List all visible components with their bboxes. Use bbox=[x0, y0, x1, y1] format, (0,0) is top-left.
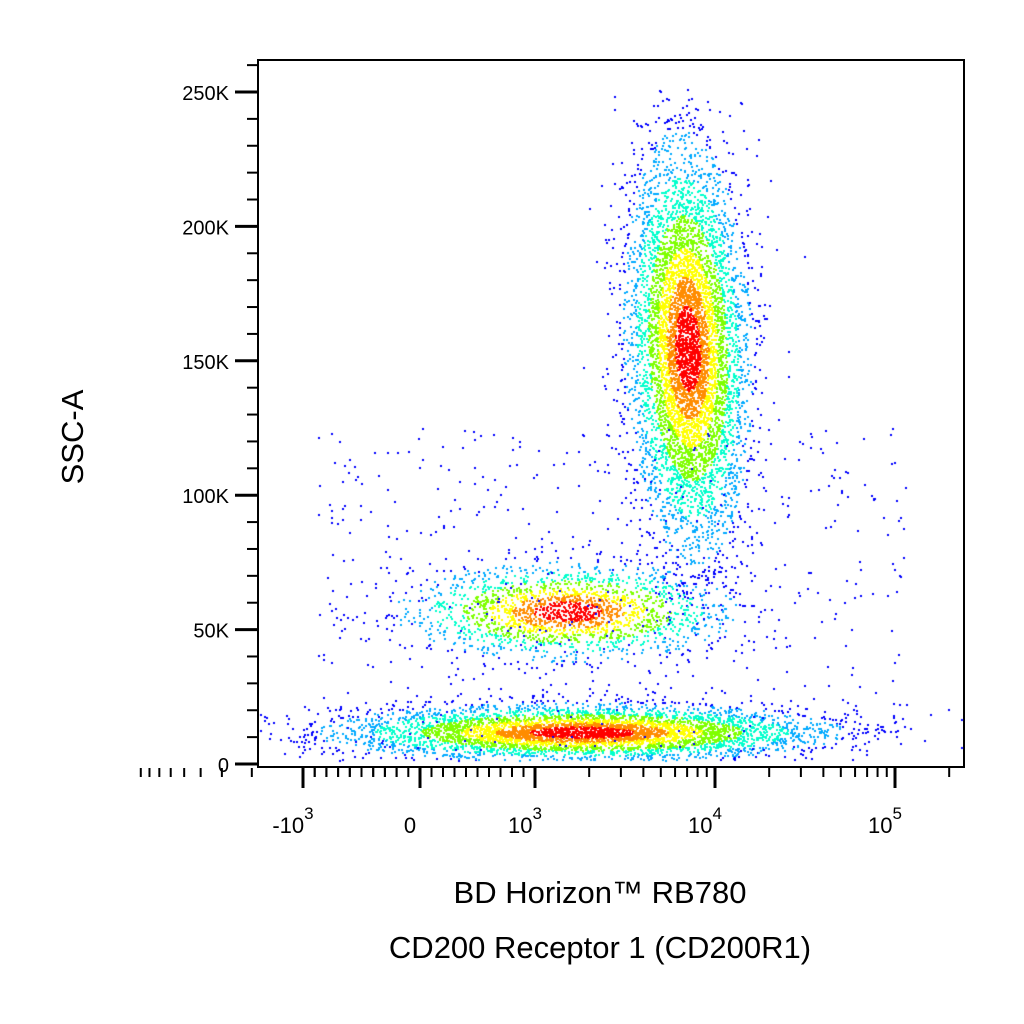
x-tick-label: 104 bbox=[688, 804, 722, 838]
x-axis: -103 0 103 104 105 bbox=[139, 768, 951, 838]
y-tick-label: 100K bbox=[182, 486, 229, 508]
y-tick-label: 250K bbox=[182, 83, 229, 105]
y-tick-label: 50K bbox=[193, 621, 229, 643]
y-tick-label: 200K bbox=[182, 217, 229, 239]
x-tick-label: -103 bbox=[272, 804, 313, 838]
y-axis-title: SSC-A bbox=[55, 389, 90, 484]
x-axis-title-line2: CD200 Receptor 1 (CD200R1) bbox=[389, 930, 811, 965]
y-axis: 0 50K 100K 150K 200K 250K bbox=[182, 64, 257, 777]
x-tick-label: 103 bbox=[508, 804, 542, 838]
x-tick-label: 0 bbox=[404, 813, 416, 838]
x-tick-label: 105 bbox=[868, 804, 902, 838]
y-tick-label: 150K bbox=[182, 352, 229, 374]
y-tick-label: 0 bbox=[218, 755, 229, 777]
x-axis-title-line1: BD Horizon™ RB780 bbox=[454, 875, 747, 910]
